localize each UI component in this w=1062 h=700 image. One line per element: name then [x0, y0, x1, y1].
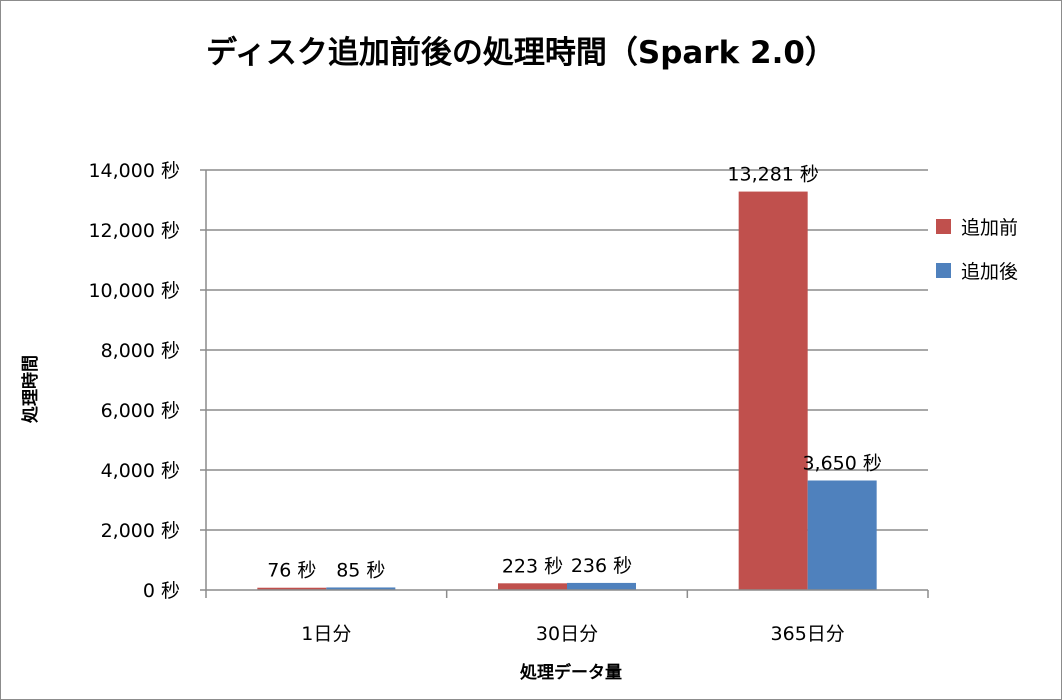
data-label: 76 秒: [267, 560, 316, 582]
data-label: 3,650 秒: [802, 453, 881, 475]
y-tick-label: 8,000 秒: [101, 340, 180, 362]
y-tick-label: 2,000 秒: [101, 520, 180, 542]
y-tick-label: 10,000 秒: [88, 280, 180, 302]
data-label: 13,281 秒: [727, 164, 819, 186]
x-tick-label: 365日分: [771, 623, 845, 645]
data-label: 85 秒: [336, 559, 385, 581]
y-tick-label: 6,000 秒: [101, 400, 180, 422]
legend-swatch-before: [936, 218, 951, 234]
legend-item-after: 追加後: [936, 248, 1018, 292]
legend-label-after: 追加後: [961, 260, 1019, 283]
bar: [326, 587, 396, 590]
y-tick-label: 0 秒: [143, 580, 180, 602]
x-tick-label: 1日分: [301, 623, 351, 645]
legend: 追加前 追加後: [936, 204, 1018, 292]
x-axis-label: 処理データ量: [520, 663, 622, 683]
y-tick-label: 12,000 秒: [88, 220, 180, 242]
x-tick-label: 30日分: [536, 623, 598, 645]
legend-item-before: 追加前: [936, 204, 1018, 248]
bar: [498, 583, 567, 590]
bar: [257, 587, 327, 590]
y-tick-label: 4,000 秒: [101, 460, 180, 482]
y-tick-label: 14,000 秒: [88, 160, 180, 182]
chart-title: ディスク追加前後の処理時間（Spark 2.0）: [206, 35, 836, 71]
data-label: 223 秒: [502, 555, 563, 577]
data-label: 236 秒: [571, 555, 632, 577]
bar: [567, 582, 636, 590]
bar: [807, 480, 877, 590]
legend-label-before: 追加前: [961, 216, 1019, 239]
bar: [738, 191, 808, 590]
legend-swatch-after: [936, 262, 951, 278]
